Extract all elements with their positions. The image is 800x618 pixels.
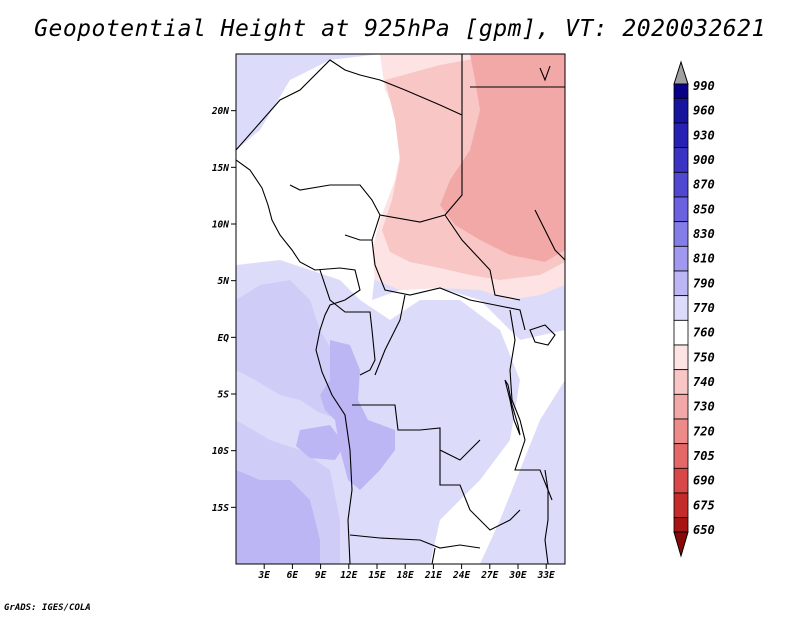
- border-nigeria-cameroon: [344, 234, 372, 241]
- lon-tick-label: 9E: [315, 570, 327, 581]
- border-drc-angola: [352, 404, 481, 461]
- lon-tick-label: 18E: [397, 570, 414, 581]
- lat-tick-label: 15S: [212, 503, 229, 514]
- colorbar-label: 740: [693, 375, 715, 389]
- lon-tick-label: 33E: [537, 570, 555, 581]
- colorbar-label: 960: [693, 104, 715, 118]
- colorbar-top-arrow: [673, 60, 689, 85]
- latitude-axis: 20N 15N 10N 5N EQ 5S 10S 15S: [211, 106, 236, 514]
- colorbar-swatch: [673, 393, 689, 420]
- border-ethiopia: [534, 209, 565, 261]
- colorbar-swatch: [673, 467, 689, 494]
- lon-tick-label: 3E: [257, 570, 270, 581]
- colorbar-swatch: [673, 295, 689, 321]
- lat-tick-label: 5S: [218, 390, 230, 401]
- border-algeria-niger: [444, 54, 463, 216]
- lat-tick-label: 10N: [212, 220, 229, 231]
- border-southeast: [431, 547, 436, 564]
- longitude-axis: 3E 6E 9E 12E 15E 18E 21E 24E 27E 30E 33E: [257, 564, 555, 581]
- colorbar-swatch: [673, 221, 689, 247]
- border-mali-niger: [289, 184, 381, 266]
- lat-tick-label: 10S: [212, 446, 229, 457]
- colorbar-label: 730: [693, 400, 715, 414]
- colorbar: 990 960 930 900 870 850 830 810 790 770 760 750 740 7…: [673, 60, 715, 558]
- colorbar-label: 830: [693, 227, 715, 241]
- colorbar-swatch: [673, 171, 689, 198]
- coast-red-sea: [539, 65, 551, 82]
- colorbar-swatch: [673, 443, 689, 469]
- colorbar-swatch: [673, 369, 689, 395]
- colorbar-swatch: [673, 492, 689, 519]
- colorbar-swatch: [673, 270, 689, 297]
- lon-tick-label: 30E: [508, 570, 526, 581]
- lon-tick-label: 21E: [424, 570, 442, 581]
- colorbar-swatch: [673, 344, 689, 371]
- colorbar-label: 675: [693, 498, 715, 512]
- colorbar-label: 705: [693, 449, 715, 463]
- colorbar-swatch: [673, 418, 689, 445]
- border-angola-zambia: [439, 450, 521, 531]
- coastlines-and-borders: [236, 54, 565, 564]
- field-blue-dark-south: [236, 470, 320, 564]
- border-car: [374, 264, 526, 331]
- border-east-africa: [509, 309, 549, 564]
- height-field: [236, 54, 565, 564]
- lon-tick-label: 12E: [340, 570, 357, 581]
- field-blue-mid-coast: [236, 280, 350, 420]
- lon-tick-label: 6E: [287, 570, 299, 581]
- lat-tick-label: 20N: [211, 106, 229, 117]
- field-white: [236, 54, 565, 564]
- colorbar-swatch: [673, 245, 689, 272]
- colorbar-swatch: [673, 122, 689, 149]
- colorbar-label: 930: [693, 128, 715, 142]
- colorbar-swatch: [673, 83, 689, 99]
- lat-tick-label: 5N: [218, 276, 230, 287]
- border-namibia: [349, 534, 481, 549]
- border-sahara: [236, 59, 463, 151]
- border-chad: [379, 214, 521, 301]
- map-title: Geopotential Height at 925hPa [gpm], VT:…: [34, 16, 766, 42]
- field-blue-dark-atlantic: [296, 425, 345, 460]
- colorbar-swatch: [673, 517, 689, 533]
- colorbar-label: 850: [693, 202, 715, 216]
- colorbar-swatch: [673, 196, 689, 223]
- colorbar-label: 770: [693, 301, 715, 315]
- colorbar-label: 720: [693, 424, 715, 438]
- colorbar-label: 690: [693, 474, 715, 488]
- field-pink-dark: [440, 54, 565, 262]
- colorbar-label: 810: [693, 252, 715, 266]
- lon-tick-label: 24E: [452, 570, 470, 581]
- lon-tick-label: 15E: [368, 570, 385, 581]
- colorbar-bottom-arrow: [673, 531, 689, 558]
- colorbar-label: 650: [693, 523, 715, 537]
- border-gabon-congo: [319, 269, 376, 376]
- colorbar-label: 870: [693, 178, 715, 192]
- lat-tick-label: 15N: [212, 163, 229, 174]
- border-congo-drc: [374, 294, 406, 376]
- lake-tanganyika: [504, 379, 521, 436]
- lake-victoria: [529, 324, 556, 346]
- colorbar-swatch: [673, 97, 689, 124]
- colorbar-swatch: [673, 147, 689, 173]
- colorbar-label: 900: [693, 153, 715, 167]
- footer-credit: GrADS: IGES/COLA: [4, 603, 91, 613]
- lake-malawi: [544, 469, 553, 501]
- map-frame: [235, 53, 566, 565]
- coastline-west-africa: [236, 159, 361, 564]
- colorbar-label: 790: [693, 276, 715, 290]
- colorbar-swatch: [673, 319, 689, 346]
- colorbar-label: 990: [693, 79, 715, 93]
- colorbar-label: 760: [693, 326, 715, 340]
- colorbar-label: 750: [693, 350, 715, 364]
- lat-tick-label: EQ: [218, 333, 230, 344]
- field-blue-dark-angola: [320, 340, 395, 490]
- lon-tick-label: 27E: [480, 570, 498, 581]
